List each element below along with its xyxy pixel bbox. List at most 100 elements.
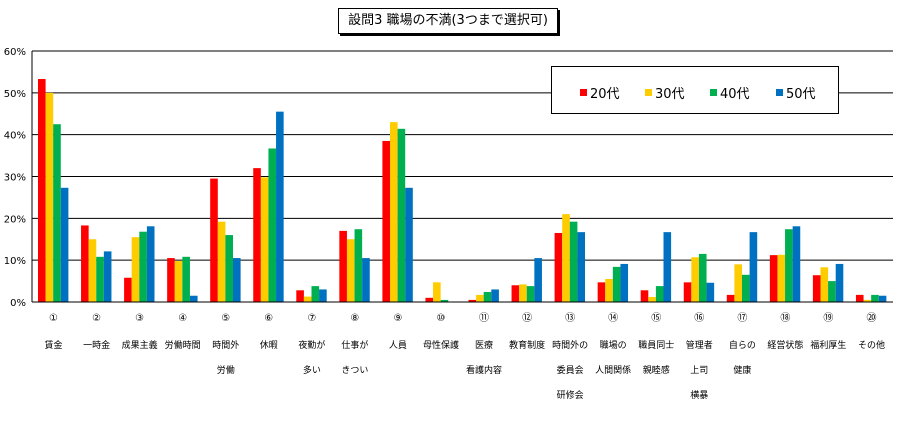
bar <box>346 239 355 302</box>
legend-label-20s: 20代 <box>590 87 620 102</box>
x-tick-label: 夜勤が <box>298 339 325 351</box>
legend-swatch-30s <box>645 89 652 96</box>
bar <box>167 258 175 302</box>
x-tick-label: 管理者 <box>686 339 713 351</box>
bar <box>354 229 363 302</box>
bar <box>612 266 621 302</box>
x-tick-mark-label: ⑳ <box>866 312 876 324</box>
y-tick-label: 40% <box>4 131 26 142</box>
bar <box>405 187 413 302</box>
x-tick-mark-label: ⑦ <box>307 313 316 324</box>
x-tick-mark-label: ⑯ <box>694 312 704 324</box>
bar <box>397 128 406 302</box>
bar <box>174 261 183 302</box>
x-tick-label: 休暇 <box>260 339 278 351</box>
bar <box>792 226 801 302</box>
bar <box>96 256 104 302</box>
bar <box>562 214 570 302</box>
x-tick-mark-label: ⑫ <box>522 312 532 324</box>
bar <box>217 221 226 302</box>
bar <box>871 294 879 302</box>
x-tick-label: 人間関係 <box>595 365 631 376</box>
x-tick-mark-label: ⑥ <box>264 313 273 324</box>
x-tick-label: 福利厚生 <box>810 339 846 351</box>
x-tick-label: 時間外の <box>552 339 588 351</box>
bar <box>691 257 699 302</box>
axes <box>31 51 893 303</box>
bar <box>189 295 198 302</box>
bar <box>569 221 578 302</box>
bar <box>276 111 284 303</box>
bar <box>311 286 320 302</box>
x-tick-mark-label: ⑭ <box>608 312 618 324</box>
bar <box>139 231 147 302</box>
y-tick-label: 10% <box>4 256 26 267</box>
x-tick-mark-label: ③ <box>135 313 144 324</box>
bar <box>182 256 190 302</box>
legend-swatch-40s <box>710 89 717 96</box>
bar <box>233 258 241 302</box>
bar <box>597 282 606 302</box>
y-tick-label: 0% <box>10 298 26 309</box>
legend-label-30s: 30代 <box>655 87 685 102</box>
bar <box>425 297 434 302</box>
bar <box>483 291 492 302</box>
bar <box>835 263 844 302</box>
x-tick-mark-label: ⑲ <box>823 312 833 324</box>
bar <box>820 267 829 302</box>
x-tick-label: 健康 <box>733 364 751 376</box>
bar <box>390 122 398 302</box>
legend-swatch-50s <box>776 89 783 96</box>
bar <box>878 295 887 302</box>
bar <box>124 277 132 302</box>
y-tick-label: 60% <box>4 47 26 58</box>
x-tick-mark-label: ⑩ <box>436 313 445 324</box>
y-tick-label: 30% <box>4 173 26 184</box>
y-tick-label: 20% <box>4 214 26 225</box>
bar <box>777 254 786 302</box>
x-tick-label: きつい <box>341 365 368 376</box>
x-tick-label: 医療 <box>475 339 493 351</box>
bar <box>81 225 89 302</box>
legend-item-40s: 40代 <box>710 83 750 102</box>
x-tick-label: 職員同士 <box>638 339 674 351</box>
x-tick-label: 一時金 <box>83 339 110 351</box>
bar <box>742 274 750 302</box>
x-tick-label: 労働時間 <box>165 339 201 351</box>
bar <box>785 229 793 302</box>
x-tick-label: 看護内容 <box>466 364 502 376</box>
bar <box>655 286 664 302</box>
x-tick-label: 人員 <box>389 340 407 351</box>
bar <box>440 299 449 302</box>
bar <box>519 284 527 302</box>
bar <box>577 232 585 302</box>
x-tick-mark-label: ⑬ <box>565 312 575 324</box>
bar <box>648 296 656 302</box>
legend-swatch-20s <box>580 89 587 96</box>
legend-item-30s: 30代 <box>645 83 685 102</box>
bar <box>640 290 649 302</box>
bar <box>319 289 327 302</box>
bar <box>468 299 477 302</box>
x-tick-mark-label: ⑱ <box>780 312 790 324</box>
x-tick-label: 賃金 <box>45 339 63 351</box>
x-tick-label: 委員会 <box>557 364 584 376</box>
bar <box>433 282 441 302</box>
bar <box>855 294 864 302</box>
bar <box>605 278 613 302</box>
x-tick-label: 親睦感 <box>643 364 670 376</box>
x-tick-mark-label: ⑧ <box>350 313 359 324</box>
bar <box>726 294 735 302</box>
x-tick-mark-label: ② <box>92 313 101 324</box>
x-tick-label: 時間外 <box>212 339 239 351</box>
x-tick-label: 成果主義 <box>122 339 158 351</box>
bar <box>88 239 97 302</box>
bar <box>225 235 233 302</box>
bar <box>511 285 520 302</box>
x-tick-mark-label: ⑪ <box>479 312 489 324</box>
bar <box>131 237 140 302</box>
x-tick-label: 母性保護 <box>423 339 459 351</box>
bar <box>812 275 821 302</box>
bar <box>268 148 277 302</box>
